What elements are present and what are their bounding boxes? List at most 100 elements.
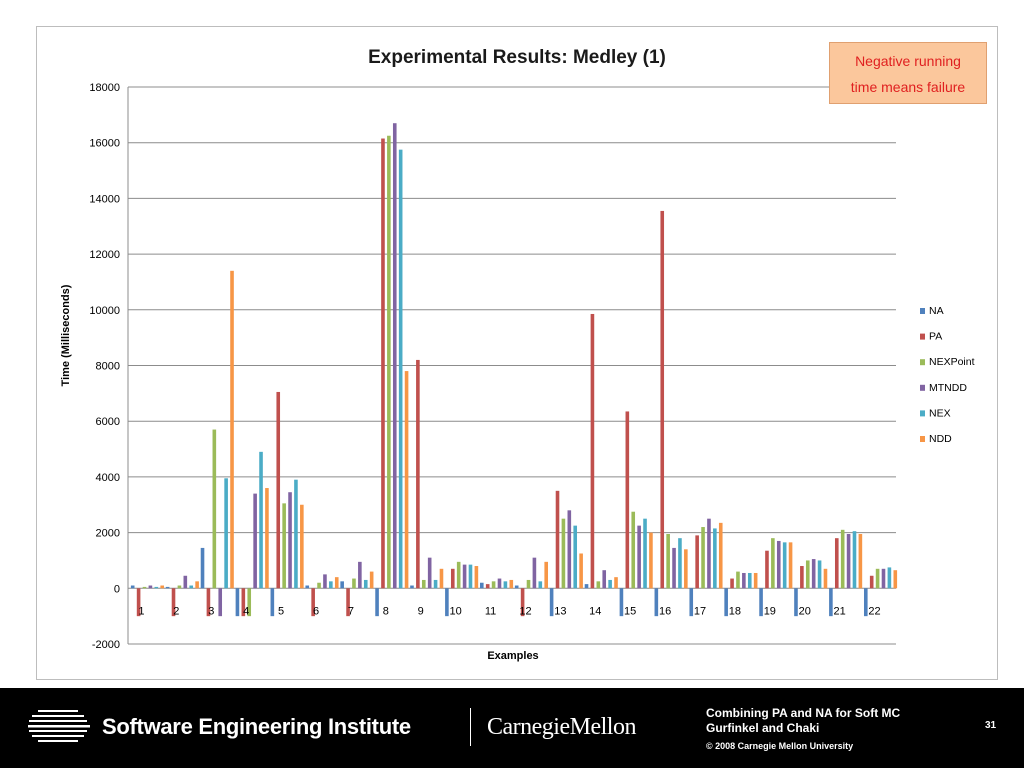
bar-pa-14	[590, 313, 595, 589]
x-tick-label: 22	[868, 605, 880, 617]
bar-ndd-8	[404, 371, 409, 589]
bar-pa-18	[730, 578, 734, 589]
bar-mtndd-2	[183, 575, 188, 589]
bar-pa-17	[695, 535, 699, 589]
bar-nexpoint-1	[142, 586, 147, 589]
bar-na-2	[165, 586, 170, 589]
bar-ndd-9	[439, 568, 444, 589]
bar-mtndd-8	[392, 123, 397, 589]
bar-na-8	[375, 588, 379, 617]
x-tick-label: 3	[208, 605, 214, 617]
bar-nex-10	[468, 564, 473, 589]
x-axis-label: Examples	[487, 650, 538, 662]
footer-divider	[470, 708, 471, 746]
bar-pa-9	[416, 359, 420, 589]
bar-nex-18	[747, 572, 752, 589]
bar-na-21	[829, 588, 833, 617]
x-tick-label: 12	[519, 605, 531, 617]
bar-nex-21	[852, 531, 857, 589]
y-tick-label: 2000	[96, 528, 120, 540]
x-tick-label: 2	[173, 605, 179, 617]
bar-na-20	[794, 588, 798, 617]
bar-mtndd-22	[881, 568, 886, 589]
y-tick-label: 14000	[89, 193, 120, 205]
y-tick-label: 6000	[96, 416, 120, 428]
bar-ndd-14	[614, 577, 618, 589]
bar-mtndd-20	[811, 559, 816, 589]
y-tick-label: 16000	[89, 138, 120, 150]
bar-nexpoint-14	[596, 581, 601, 589]
bar-nex-22	[887, 567, 892, 589]
bar-na-18	[724, 588, 728, 617]
bar-mtndd-16	[672, 547, 676, 589]
bar-nex-6	[329, 581, 333, 589]
bar-pa-15	[625, 411, 630, 589]
y-tick-label: 0	[114, 583, 120, 595]
bar-nexpoint-15	[631, 511, 636, 589]
bar-mtndd-21	[846, 533, 851, 589]
x-tick-label: 17	[694, 605, 706, 617]
bar-nexpoint-8	[387, 135, 391, 589]
bar-pa-16	[660, 210, 665, 589]
x-tick-label: 13	[554, 605, 566, 617]
bar-nexpoint-21	[840, 529, 845, 589]
bar-ndd-19	[788, 542, 793, 589]
note-line-2: time means failure	[850, 79, 966, 95]
bar-pa-5	[276, 391, 281, 589]
bar-mtndd-13	[567, 510, 572, 589]
bar-mtndd-14	[602, 570, 607, 589]
footer-bar: Software Engineering Institute CarnegieM…	[0, 688, 1024, 768]
bar-nex-8	[398, 149, 403, 589]
bar-na-12	[514, 585, 519, 589]
bar-nexpoint-2	[177, 585, 182, 589]
bar-mtndd-9	[427, 557, 432, 589]
bar-na-10	[445, 588, 449, 617]
failure-note: Negative running time means failure	[829, 42, 987, 104]
x-tick-label: 21	[834, 605, 846, 617]
bar-nexpoint-9	[421, 579, 426, 589]
slide: -2000 0 2000 4000 6000 8000 10000 12000 14000 160…	[36, 26, 998, 680]
bar-nex-16	[678, 538, 682, 589]
bar-pa-10	[450, 568, 455, 589]
x-tick-label: 9	[418, 605, 424, 617]
bar-pa-12	[520, 588, 525, 617]
legend-swatch	[920, 308, 925, 314]
bar-pa-4	[241, 588, 246, 617]
bar-nex-9	[433, 579, 438, 589]
bar-pa-13	[555, 490, 560, 589]
bar-na-14	[584, 584, 589, 589]
bar-nexpoint-5	[282, 503, 286, 589]
footer-copyright: © 2008 Carnegie Mellon University	[706, 741, 854, 751]
bar-mtndd-12	[532, 557, 537, 589]
legend-swatch	[920, 333, 925, 340]
legend-swatch	[920, 359, 925, 366]
bar-nex-11	[503, 581, 508, 589]
bar-ndd-10	[474, 566, 479, 589]
bar-na-4	[235, 588, 240, 617]
y-tick-label: 4000	[96, 472, 120, 484]
bar-ndd-20	[823, 568, 828, 589]
legend-swatch	[920, 436, 925, 442]
bar-nex-20	[817, 560, 822, 589]
bar-nexpoint-16	[666, 533, 670, 589]
x-tick-label: 10	[450, 605, 462, 617]
bar-na-6	[305, 585, 310, 589]
bar-ndd-12	[544, 561, 549, 589]
chart-frame: -2000 0 2000 4000 6000 8000 10000 12000 14000 160…	[36, 26, 998, 680]
bar-pa-11	[485, 584, 490, 589]
bar-mtndd-5	[288, 492, 292, 589]
bar-pa-3	[206, 588, 211, 617]
x-tick-label: 1	[138, 605, 144, 617]
bar-pa-21	[834, 538, 839, 589]
bar-nexpoint-22	[875, 568, 880, 589]
bar-pa-7	[346, 588, 350, 617]
bar-na-5	[270, 588, 275, 617]
y-tick-label: -2000	[92, 639, 120, 651]
bar-nexpoint-12	[526, 579, 531, 589]
bar-mtndd-18	[742, 572, 746, 589]
bar-nexpoint-19	[771, 538, 775, 589]
bar-mtndd-19	[776, 540, 781, 589]
bar-mtndd-6	[323, 574, 327, 589]
bar-pa-1	[136, 588, 141, 617]
sei-wordmark: Software Engineering Institute	[102, 714, 411, 739]
